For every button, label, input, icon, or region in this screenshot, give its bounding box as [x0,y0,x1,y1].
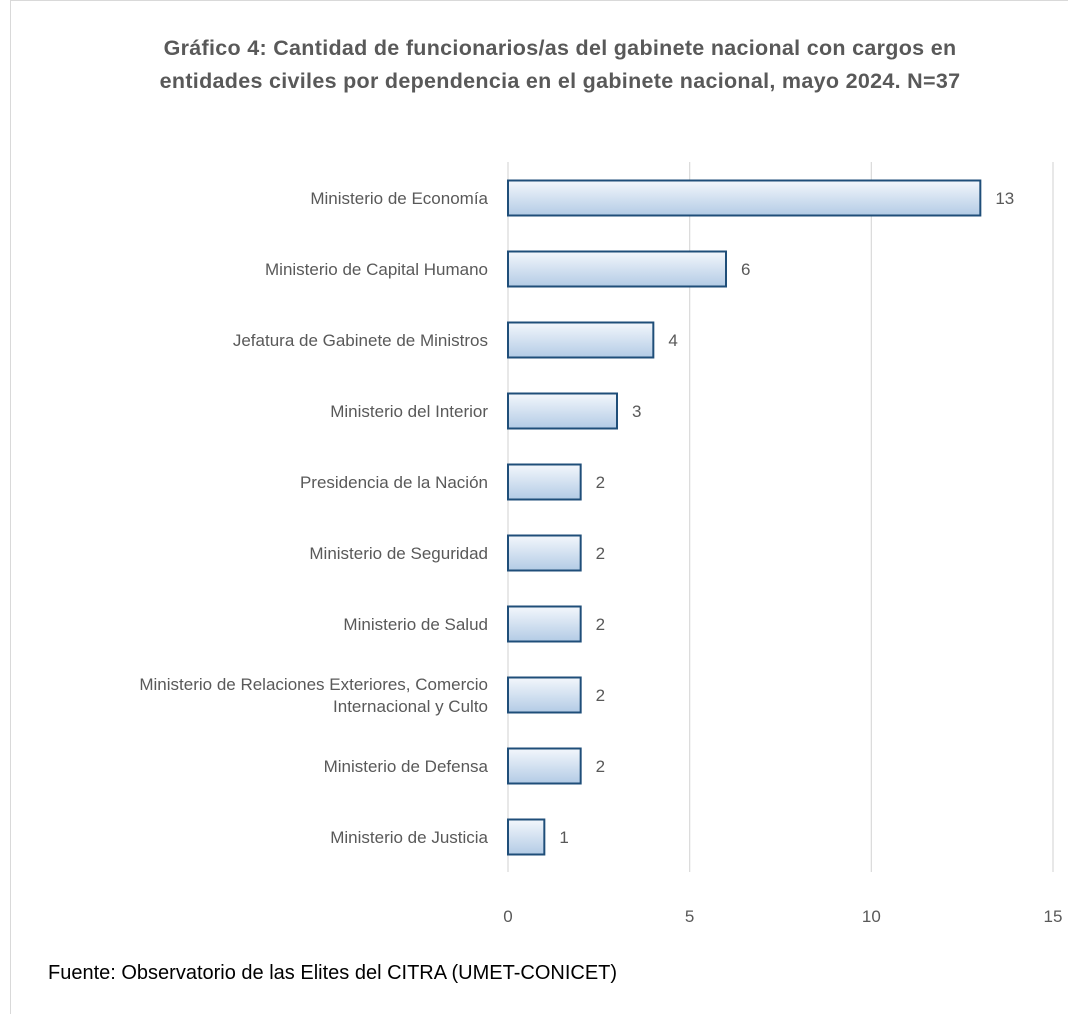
category-label: Ministerio de Capital Humano [265,260,488,279]
bar [507,676,582,714]
bar-value-label: 3 [632,402,641,421]
x-tick-label: 15 [1044,907,1063,926]
category-labels: Ministerio de Economía Ministerio de Capi… [139,189,488,847]
bar [507,747,582,785]
x-axis-ticks: 0 5 10 15 [503,907,1062,926]
bar-value-label: 2 [596,757,605,776]
category-label: Ministerio de Salud [343,615,488,634]
bar-value-label: 13 [995,189,1014,208]
chart-frame [10,0,1068,1014]
category-label: Presidencia de la Nación [300,473,488,492]
bar [507,392,618,430]
bar [507,250,727,288]
category-label: Ministerio de Defensa [324,757,489,776]
source-note: Fuente: Observatorio de las Elites del C… [48,962,618,984]
bars [507,179,982,856]
category-label: Ministerio de Justicia [330,828,488,847]
bar-value-label: 4 [668,331,677,350]
chart-title: Gráfico 4: Cantidad de funcionarios/as d… [159,36,961,93]
data-labels: 13 6 4 3 2 2 2 2 2 1 [559,189,1014,847]
x-tick-label: 10 [862,907,881,926]
category-label: Ministerio de Economía [310,189,488,208]
bar-value-label: 2 [596,473,605,492]
bar-value-label: 2 [596,544,605,563]
category-label: Ministerio de Relaciones Exteriores, Com… [139,675,488,716]
bar [507,463,582,501]
x-tick-label: 0 [503,907,512,926]
bar [507,818,546,856]
category-label: Jefatura de Gabinete de Ministros [233,331,488,350]
bar-value-label: 1 [559,828,568,847]
bar [507,179,982,217]
category-label: Ministerio del Interior [330,402,488,421]
bar-value-label: 2 [596,686,605,705]
x-tick-label: 5 [685,907,694,926]
bar-value-label: 6 [741,260,750,279]
bar [507,605,582,643]
bar [507,534,582,572]
bar-value-label: 2 [596,615,605,634]
category-label: Ministerio de Seguridad [309,544,488,563]
bar [507,321,655,359]
